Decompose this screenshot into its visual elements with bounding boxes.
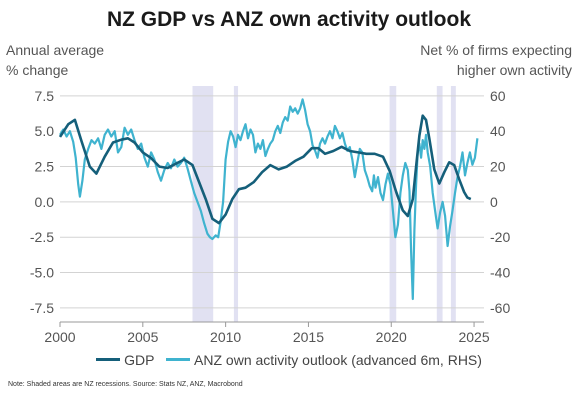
right-tick-label: 40	[490, 123, 506, 139]
x-tick-label: 2000	[44, 329, 75, 345]
legend-label-anz: ANZ own activity outlook (advanced 6m, R…	[194, 352, 482, 368]
legend-item-gdp: GDP	[96, 352, 158, 368]
source-note: Note: Shaded areas are NZ recessions. So…	[8, 381, 243, 388]
chart-title: NZ GDP vs ANZ own activity outlook	[106, 8, 472, 31]
x-tick-label: 2015	[293, 329, 324, 345]
right-tick-label: 60	[490, 88, 506, 104]
legend-item-anz: ANZ own activity outlook (advanced 6m, R…	[166, 352, 482, 368]
recession-band-1	[233, 86, 239, 322]
left-axis-label: Annual average % change	[6, 40, 104, 80]
left-tick-label: 2.5	[35, 159, 55, 175]
legend-swatch-gdp	[96, 357, 121, 361]
recession-band-3	[436, 86, 443, 322]
right-axis-label-line-1: Net % of firms expecting	[420, 42, 572, 58]
x-tick-label: 2020	[376, 329, 407, 345]
right-tick-label: -40	[490, 265, 510, 281]
series-layer	[58, 98, 479, 301]
left-tick-label: -5.0	[30, 265, 54, 281]
recession-band-0	[192, 86, 214, 322]
left-tick-label: 0.0	[35, 194, 55, 210]
left-tick-label: -7.5	[30, 300, 54, 316]
legend-swatch-anz	[166, 357, 191, 361]
tick-labels-layer: 7.5 5.0 2.5 0.0 -2.5 -5.0 -7.5 60 40 20 0 -20 -40 -60…	[30, 88, 511, 345]
x-tick-label: 2005	[127, 329, 158, 345]
right-tick-label: -60	[490, 300, 510, 316]
series-line-anz-outlook	[59, 98, 479, 301]
right-tick-label: 0	[490, 194, 498, 210]
right-axis-label: Net % of firms expecting higher own acti…	[420, 40, 572, 80]
left-tick-label: 7.5	[35, 88, 55, 104]
series-line-gdp	[58, 114, 472, 225]
right-axis-label-line-2: higher own activity	[456, 62, 572, 78]
x-tick-label: 2025	[458, 329, 489, 345]
legend-label-gdp: GDP	[124, 352, 155, 368]
x-tick-label: 2010	[210, 329, 241, 345]
left-tick-label: 5.0	[35, 123, 55, 139]
right-tick-label: -20	[490, 229, 510, 245]
right-tick-label: 20	[490, 159, 506, 175]
left-axis-label-line-2: % change	[6, 62, 69, 78]
left-axis-label-line-1: Annual average	[6, 42, 105, 58]
legend: GDP ANZ own activity outlook (advanced 6…	[0, 352, 578, 368]
left-tick-label: -2.5	[30, 229, 54, 245]
